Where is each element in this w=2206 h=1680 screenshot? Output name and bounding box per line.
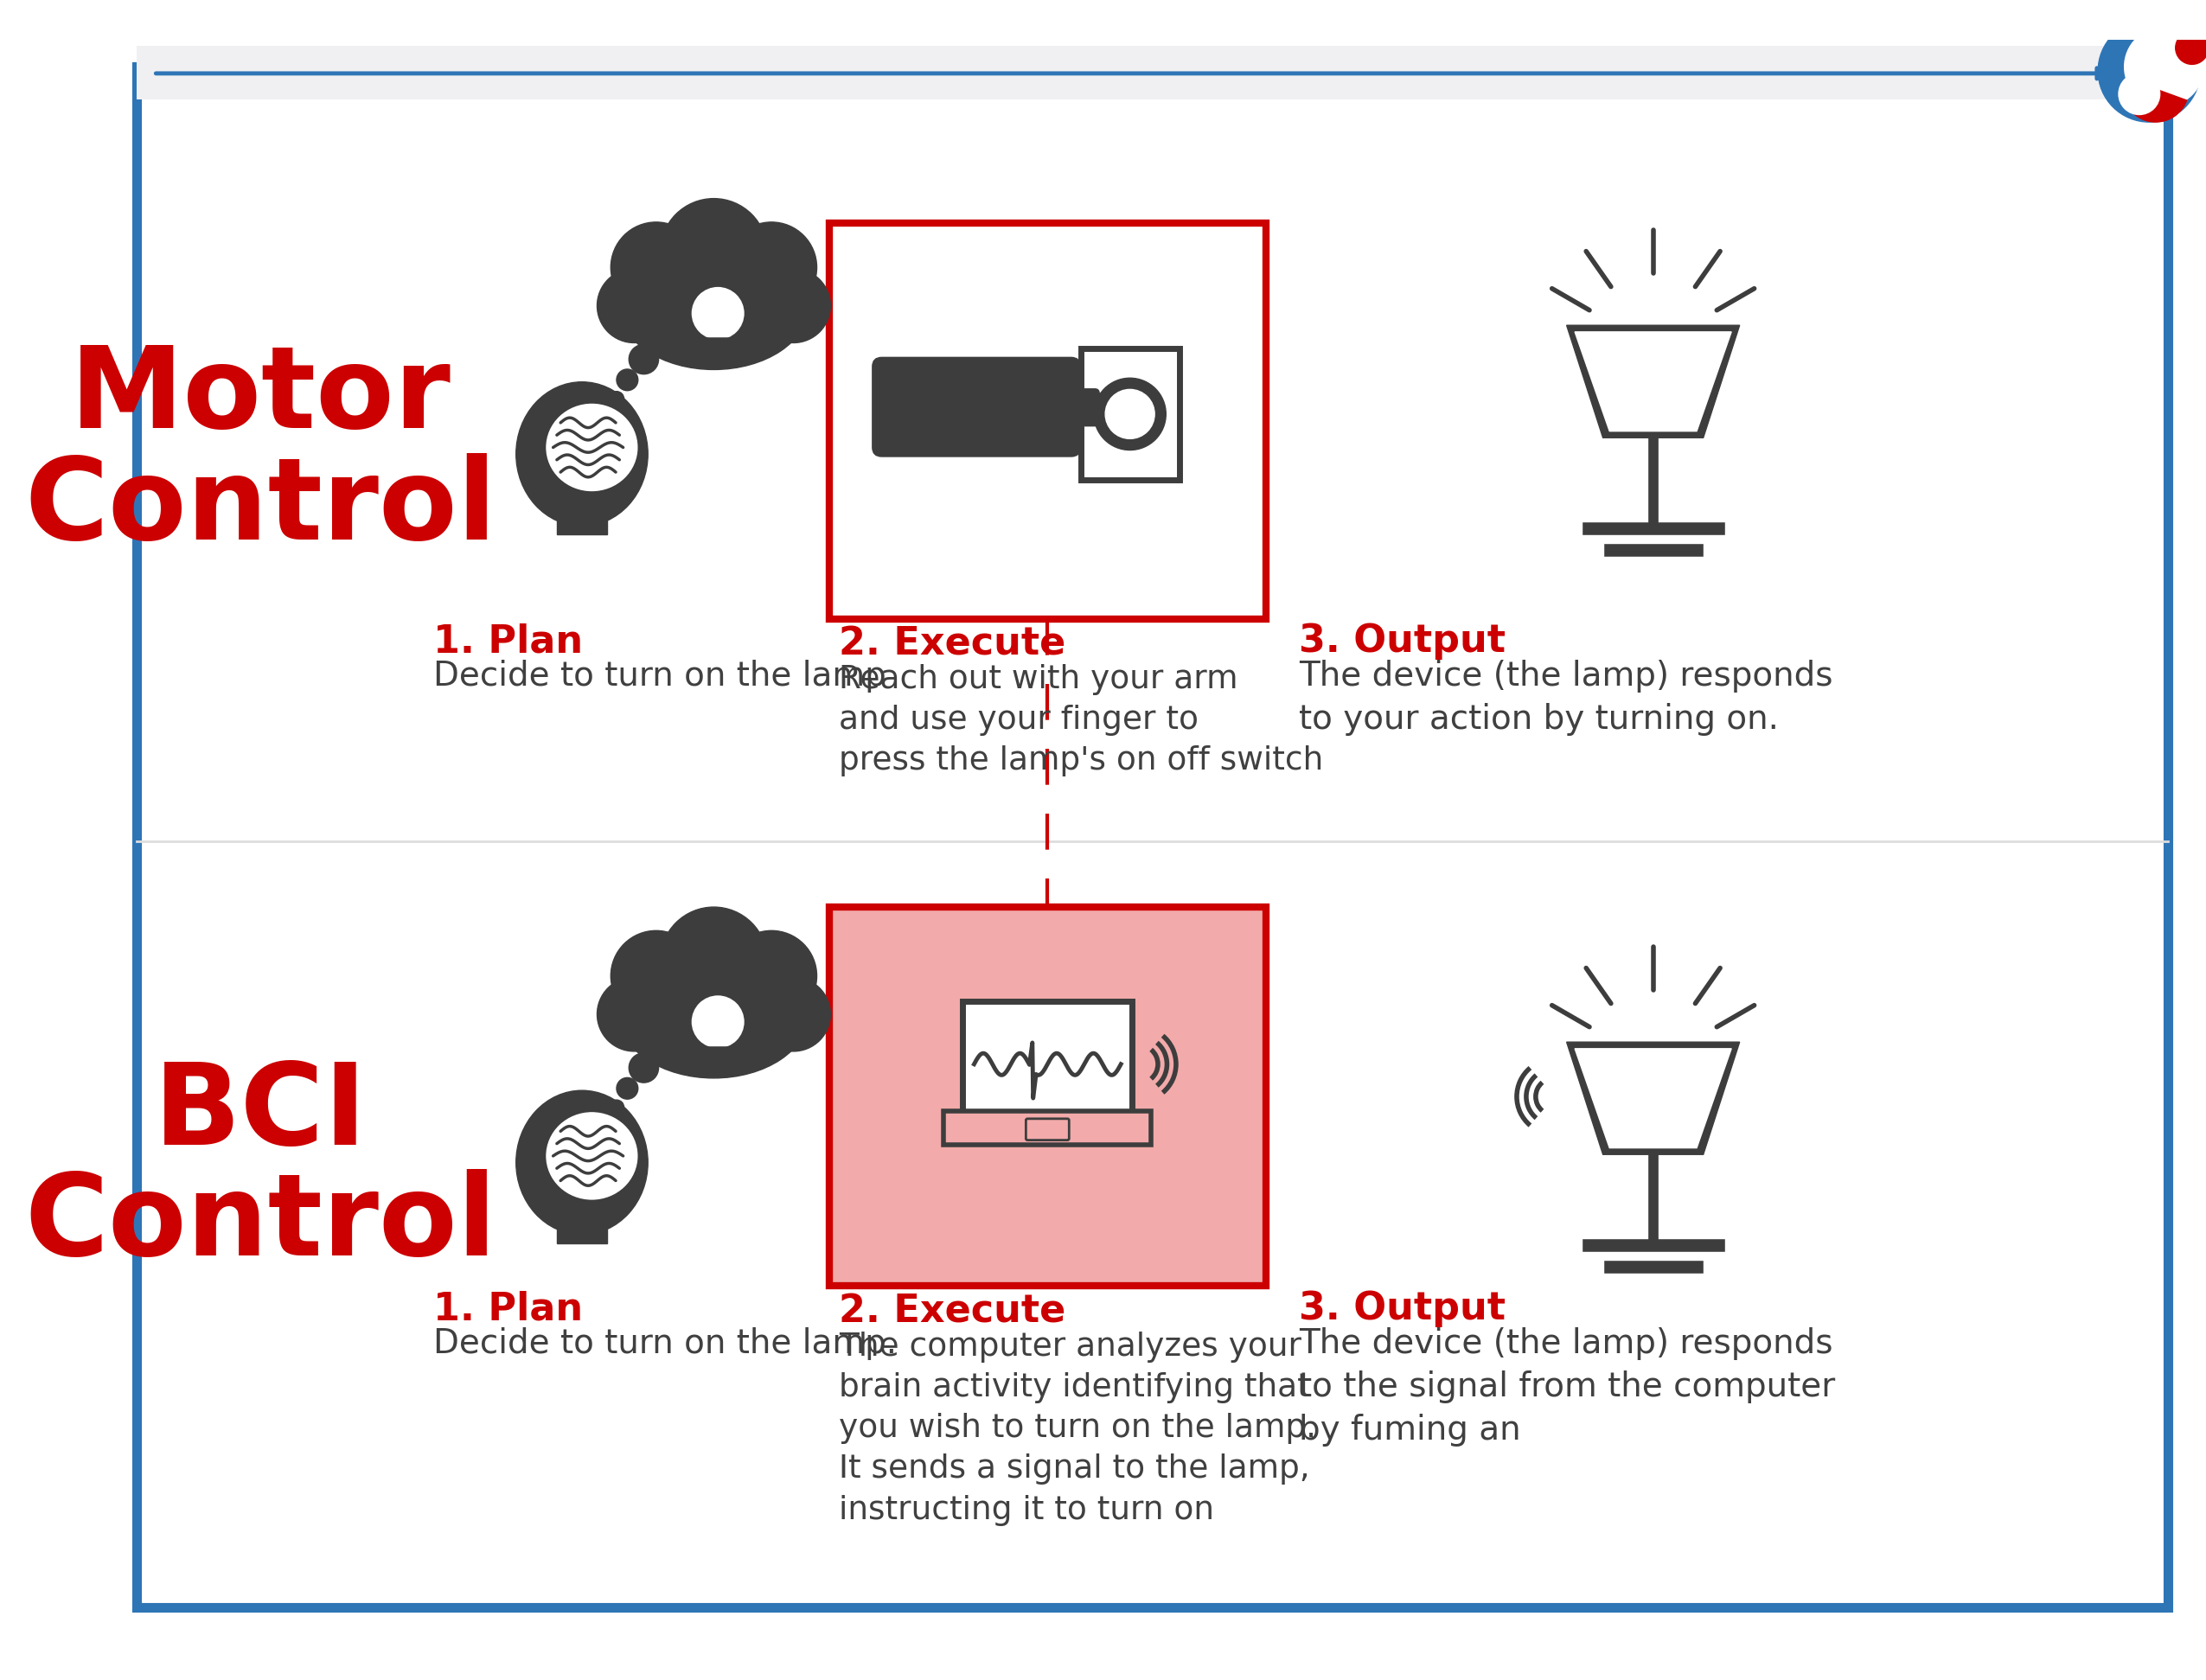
Circle shape <box>660 907 768 1015</box>
Ellipse shape <box>516 381 649 526</box>
FancyBboxPatch shape <box>871 356 1081 457</box>
FancyBboxPatch shape <box>137 67 2168 1608</box>
FancyBboxPatch shape <box>829 223 1266 618</box>
Circle shape <box>629 344 660 375</box>
Polygon shape <box>1566 326 1741 438</box>
Polygon shape <box>1575 1048 1732 1147</box>
Text: The device (the lamp) responds
to your action by turning on.: The device (the lamp) responds to your a… <box>1299 660 1833 736</box>
FancyBboxPatch shape <box>962 1001 1132 1117</box>
Ellipse shape <box>547 1112 638 1200</box>
Circle shape <box>690 286 746 341</box>
Circle shape <box>598 978 671 1052</box>
Polygon shape <box>1566 1042 1741 1154</box>
Circle shape <box>615 370 638 390</box>
FancyBboxPatch shape <box>1057 388 1101 427</box>
Circle shape <box>609 391 624 407</box>
Text: 3. Output: 3. Output <box>1299 623 1504 660</box>
Circle shape <box>615 1077 638 1099</box>
Text: Control: Control <box>24 1169 496 1278</box>
Circle shape <box>2098 20 2199 123</box>
Circle shape <box>609 1100 624 1116</box>
Circle shape <box>611 931 702 1021</box>
Text: The device (the lamp) responds
to the signal from the computer
by fuming an: The device (the lamp) responds to the si… <box>1299 1327 1835 1446</box>
FancyBboxPatch shape <box>944 1110 1152 1144</box>
Circle shape <box>702 232 783 314</box>
Circle shape <box>660 198 768 306</box>
FancyBboxPatch shape <box>1081 348 1180 480</box>
Circle shape <box>629 1053 660 1082</box>
Circle shape <box>690 993 746 1050</box>
Circle shape <box>1105 390 1154 438</box>
Circle shape <box>726 222 816 312</box>
Text: Reach out with your arm
and use your finger to
press the lamp's on off switch: Reach out with your arm and use your fin… <box>838 664 1324 776</box>
Circle shape <box>2124 27 2204 106</box>
Text: 1. Plan: 1. Plan <box>435 1290 582 1327</box>
Circle shape <box>702 941 783 1023</box>
Circle shape <box>726 931 816 1021</box>
FancyBboxPatch shape <box>1026 1119 1070 1141</box>
Circle shape <box>1083 393 1112 422</box>
Text: Decide to turn on the lamp: Decide to turn on the lamp <box>435 660 887 692</box>
Ellipse shape <box>516 1090 649 1235</box>
Circle shape <box>757 978 829 1052</box>
Circle shape <box>598 269 671 343</box>
FancyBboxPatch shape <box>558 511 607 534</box>
Ellipse shape <box>620 242 810 370</box>
Text: The computer analyzes your
brain activity identifying that
you wish to turn on t: The computer analyzes your brain activit… <box>838 1332 1317 1525</box>
Text: Motor: Motor <box>71 341 452 452</box>
Circle shape <box>2118 74 2160 114</box>
FancyBboxPatch shape <box>829 907 1266 1287</box>
Text: BCI: BCI <box>154 1058 366 1168</box>
Circle shape <box>757 269 829 343</box>
Circle shape <box>644 941 726 1023</box>
Wedge shape <box>2124 89 2186 123</box>
Circle shape <box>1094 378 1167 450</box>
Text: 2. Execute: 2. Execute <box>838 625 1065 662</box>
Text: Control: Control <box>24 452 496 563</box>
Ellipse shape <box>547 405 638 491</box>
Text: 1. Plan: 1. Plan <box>435 623 582 660</box>
Text: 2. Execute: 2. Execute <box>838 1292 1065 1331</box>
Circle shape <box>644 232 726 314</box>
FancyBboxPatch shape <box>137 47 2168 99</box>
Circle shape <box>611 222 702 312</box>
FancyBboxPatch shape <box>558 1218 607 1243</box>
Text: Decide to turn on the lamp.: Decide to turn on the lamp. <box>435 1327 898 1361</box>
Ellipse shape <box>620 951 810 1079</box>
Circle shape <box>2175 32 2206 64</box>
Polygon shape <box>1575 333 1732 432</box>
Text: 3. Output: 3. Output <box>1299 1290 1504 1327</box>
